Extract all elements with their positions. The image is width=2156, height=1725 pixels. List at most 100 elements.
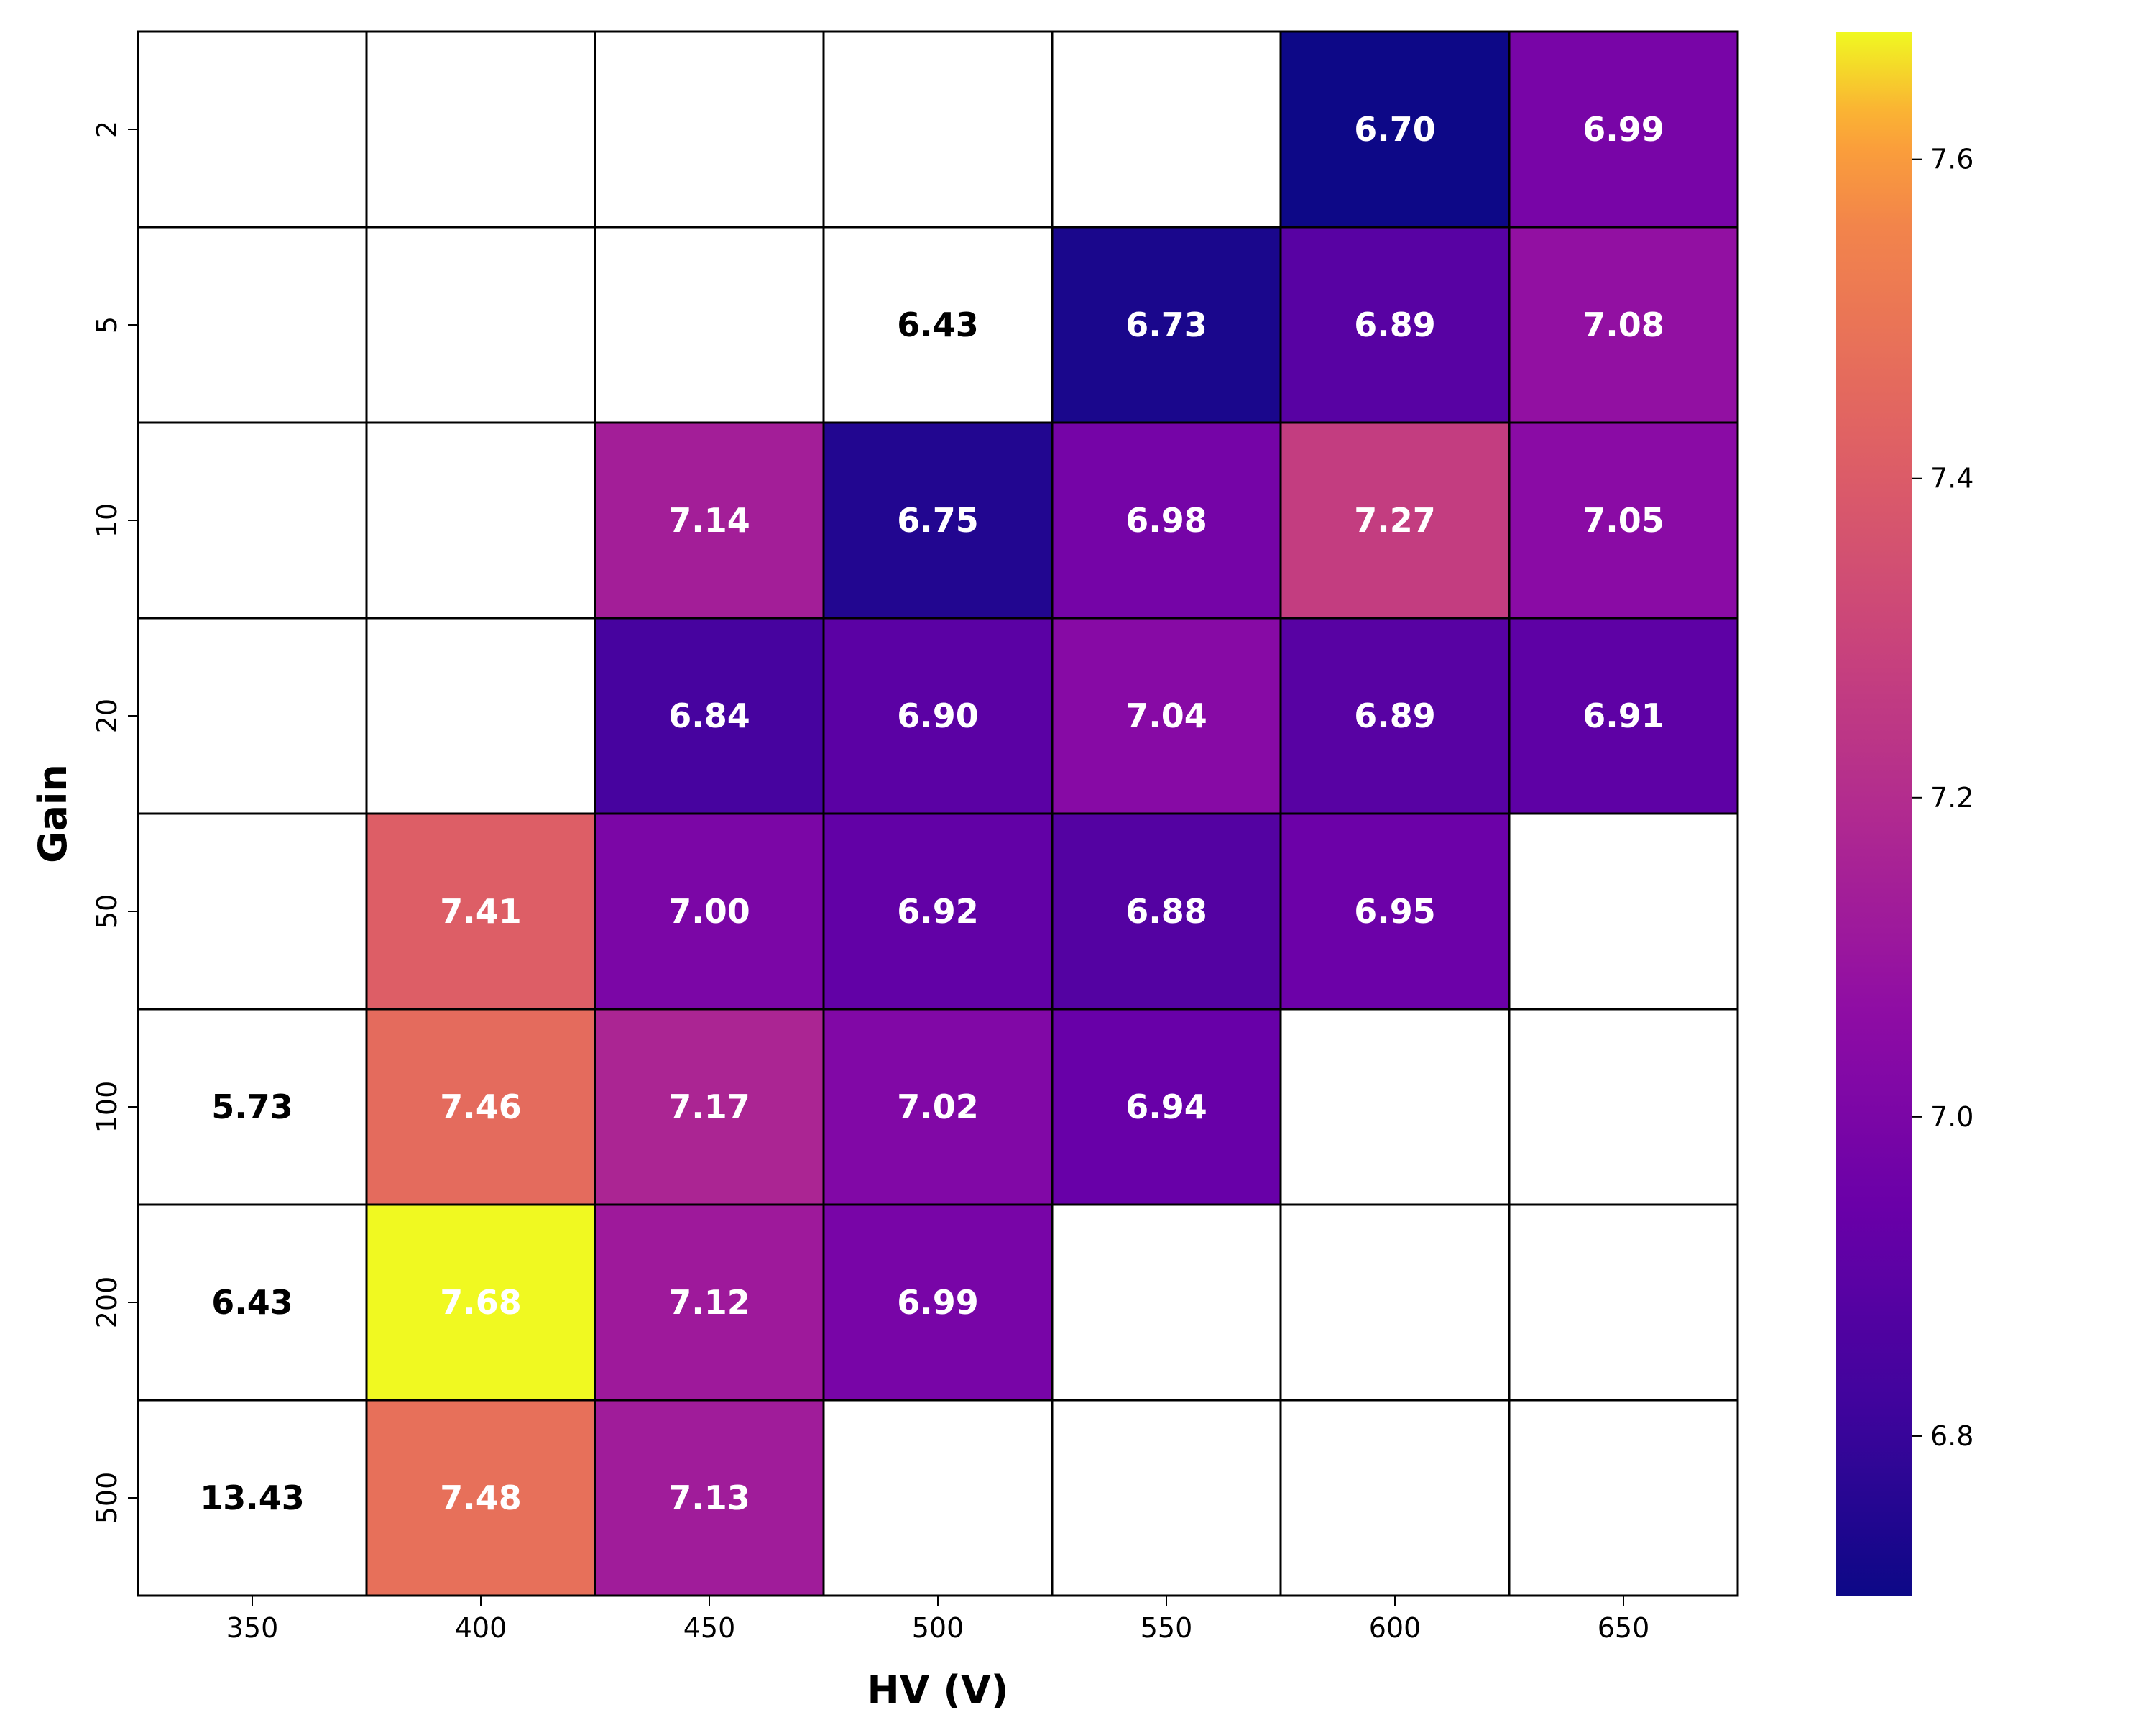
colorbar-tick-label: 7.2	[1930, 782, 1973, 814]
heatmap-cell	[1279, 421, 1511, 620]
heatmap-cell-label: 7.13	[668, 1478, 750, 1517]
heatmap-cell	[594, 30, 825, 229]
heatmap-cell	[594, 226, 825, 424]
heatmap-cell	[137, 1399, 368, 1597]
heatmap-cell	[1279, 812, 1511, 1011]
heatmap-cell	[594, 617, 825, 815]
heatmap-cell	[137, 617, 368, 815]
heatmap-cell-label: 7.08	[1583, 305, 1664, 344]
heatmap-cell	[822, 30, 1054, 229]
heatmap-cell	[1279, 30, 1511, 229]
heatmap-cell-label: 5.73	[211, 1087, 293, 1126]
colorbar-tick-label: 7.0	[1930, 1101, 1973, 1133]
y-tick-label: 20	[91, 699, 123, 733]
heatmap-cell	[1279, 617, 1511, 815]
heatmap-cell	[1279, 1008, 1511, 1206]
heatmap-cell-label: 7.12	[668, 1283, 750, 1322]
y-tick-label: 200	[91, 1276, 123, 1329]
heatmap-cell-label: 6.43	[211, 1283, 293, 1322]
heatmap-cell-label: 6.70	[1354, 110, 1436, 149]
heatmap-cell	[1508, 1008, 1739, 1206]
heatmap-cell-label: 7.46	[440, 1087, 522, 1126]
heatmap-cell-label: 7.17	[668, 1087, 750, 1126]
y-tick-label: 5	[91, 316, 123, 334]
heatmap-cell	[594, 1203, 825, 1402]
heatmap-cell-label: 7.27	[1354, 501, 1436, 540]
heatmap-cell-label: 6.75	[897, 501, 979, 540]
heatmap-cell	[365, 1008, 596, 1206]
colorbar-gradient	[1836, 32, 1912, 1596]
heatmap-cell-label: 7.04	[1125, 696, 1207, 735]
heatmap-cell	[365, 1203, 596, 1402]
heatmap-cell	[1508, 812, 1739, 1011]
x-axis-title: HV (V)	[867, 1668, 1009, 1713]
heatmap-cell-label: 6.90	[897, 696, 979, 735]
heatmap-cell-label: 6.99	[1583, 110, 1664, 149]
heatmap-cell-label: 7.41	[440, 892, 522, 931]
heatmap-cell-label: 7.48	[440, 1478, 522, 1517]
heatmap-cell	[1508, 226, 1739, 424]
heatmap-cell	[1508, 617, 1739, 815]
heatmap-cell	[822, 226, 1054, 424]
y-axis-ticks: 2 5 10 20 50 100 200 500	[91, 121, 138, 1524]
heatmap-cell	[137, 1008, 368, 1206]
x-tick-label: 600	[1369, 1612, 1422, 1644]
heatmap-cell	[1279, 1399, 1511, 1597]
heatmap-cell	[1051, 812, 1282, 1011]
heatmap-cell	[137, 30, 368, 229]
heatmap-cell	[1508, 1203, 1739, 1402]
heatmap-cell-label: 6.91	[1583, 696, 1664, 735]
heatmap-cell-label: 6.88	[1125, 892, 1207, 931]
colorbar-tick-label: 7.4	[1930, 463, 1973, 494]
colorbar-tick-label: 7.6	[1930, 144, 1973, 175]
heatmap-cell-label: 7.05	[1583, 501, 1664, 540]
heatmap-cell	[594, 812, 825, 1011]
x-tick-label: 500	[912, 1612, 964, 1644]
heatmap-cell-label: 7.02	[897, 1087, 979, 1126]
heatmap-cell-label: 6.73	[1125, 305, 1207, 344]
y-tick-label: 10	[91, 503, 123, 538]
heatmap-cell-label: 6.98	[1125, 501, 1207, 540]
heatmap-cell-label: 7.68	[440, 1283, 522, 1322]
x-tick-label: 350	[226, 1612, 279, 1644]
x-tick-label: 400	[455, 1612, 507, 1644]
y-axis-title: Gain	[30, 764, 75, 863]
heatmap-cell-label: 13.43	[200, 1478, 305, 1517]
heatmap-cell-label: 7.14	[668, 501, 750, 540]
heatmap-cells	[137, 30, 1739, 1597]
heatmap-cell	[365, 421, 596, 620]
heatmap-cell	[365, 617, 596, 815]
y-tick-label: 2	[91, 121, 123, 138]
heatmap-cell	[1279, 226, 1511, 424]
heatmap-cell-label: 6.89	[1354, 305, 1436, 344]
heatmap-cell	[365, 30, 596, 229]
heatmap-cell-label: 6.92	[897, 892, 979, 931]
colorbar-tick-label: 6.8	[1930, 1420, 1973, 1452]
heatmap-cell-label: 6.95	[1354, 892, 1436, 931]
colorbar: 6.8 7.0 7.2 7.4 7.6	[1836, 32, 1973, 1596]
heatmap-cell	[1051, 617, 1282, 815]
heatmap-cell	[822, 421, 1054, 620]
heatmap-cell	[1051, 30, 1282, 229]
heatmap-cell	[822, 617, 1054, 815]
heatmap-cell	[822, 1008, 1054, 1206]
heatmap-cell	[137, 421, 368, 620]
heatmap-cell	[822, 1399, 1054, 1597]
heatmap-cell-label: 7.00	[668, 892, 750, 931]
heatmap-cell	[365, 226, 596, 424]
heatmap-cell	[1279, 1203, 1511, 1402]
heatmap-cell	[365, 812, 596, 1011]
heatmap-cell-label: 6.84	[668, 696, 750, 735]
heatmap-cell	[1508, 1399, 1739, 1597]
x-axis-ticks: 350 400 450 500 550 600 650	[226, 1596, 1649, 1644]
heatmap-cell	[137, 1203, 368, 1402]
heatmap-cell-label: 6.99	[897, 1283, 979, 1322]
y-tick-label: 100	[91, 1081, 123, 1133]
heatmap-cell	[1508, 30, 1739, 229]
heatmap-cell	[1051, 226, 1282, 424]
heatmap-cell	[137, 812, 368, 1011]
heatmap-cell-label: 6.89	[1354, 696, 1436, 735]
x-tick-label: 550	[1141, 1612, 1193, 1644]
y-tick-label: 50	[91, 894, 123, 929]
